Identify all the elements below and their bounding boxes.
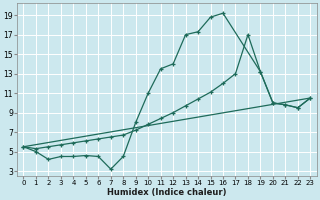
X-axis label: Humidex (Indice chaleur): Humidex (Indice chaleur) — [107, 188, 227, 197]
